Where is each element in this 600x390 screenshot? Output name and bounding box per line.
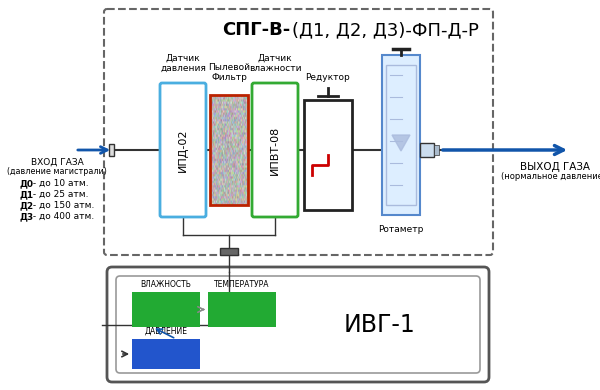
Text: СПГ-В-: СПГ-В- bbox=[222, 21, 290, 39]
Text: ТЕМПЕРАТУРА: ТЕМПЕРАТУРА bbox=[214, 280, 270, 289]
Text: (давление магистрали): (давление магистрали) bbox=[7, 167, 107, 176]
Text: Датчик
давления: Датчик давления bbox=[160, 53, 206, 73]
Text: Редуктор: Редуктор bbox=[305, 73, 350, 82]
Text: - до 10 атм.: - до 10 атм. bbox=[30, 179, 89, 188]
Text: - до 150 атм.: - до 150 атм. bbox=[30, 201, 94, 210]
Bar bbox=[434, 145, 439, 155]
Text: (Д1, Д2, Д3)-ФП-Д-Р: (Д1, Д2, Д3)-ФП-Д-Р bbox=[292, 21, 479, 39]
Bar bbox=[386, 65, 416, 205]
FancyBboxPatch shape bbox=[252, 83, 298, 217]
Polygon shape bbox=[392, 135, 410, 151]
Text: (нормальное давление ): (нормальное давление ) bbox=[501, 172, 600, 181]
Bar bbox=[420, 143, 434, 157]
Bar bbox=[132, 339, 200, 369]
Text: ВЫХОД ГАЗА: ВЫХОД ГАЗА bbox=[520, 162, 590, 172]
Text: Д0: Д0 bbox=[20, 179, 34, 188]
Text: ИПД-02: ИПД-02 bbox=[178, 128, 188, 172]
Bar bbox=[109, 144, 114, 156]
FancyBboxPatch shape bbox=[116, 276, 480, 373]
Bar bbox=[220, 248, 238, 255]
Text: Ротаметр: Ротаметр bbox=[379, 225, 424, 234]
Text: Пылевой
Фильтр: Пылевой Фильтр bbox=[208, 63, 250, 82]
Text: Д3: Д3 bbox=[20, 212, 34, 221]
Text: Д2: Д2 bbox=[20, 201, 34, 210]
Text: - до 400 атм.: - до 400 атм. bbox=[30, 212, 94, 221]
Bar bbox=[210, 95, 248, 205]
Text: ИВГ-1: ИВГ-1 bbox=[344, 312, 416, 337]
Text: ДАВЛЕНИЕ: ДАВЛЕНИЕ bbox=[145, 327, 187, 336]
Text: Датчик
влажности: Датчик влажности bbox=[249, 53, 301, 73]
Bar bbox=[208, 292, 276, 327]
Text: - до 25 атм.: - до 25 атм. bbox=[30, 190, 89, 199]
Text: ВХОД ГАЗА: ВХОД ГАЗА bbox=[31, 158, 83, 167]
FancyBboxPatch shape bbox=[107, 267, 489, 382]
Bar bbox=[382, 55, 420, 215]
Text: ВЛАЖНОСТЬ: ВЛАЖНОСТЬ bbox=[140, 280, 191, 289]
FancyBboxPatch shape bbox=[160, 83, 206, 217]
Text: ИПВТ-08: ИПВТ-08 bbox=[270, 125, 280, 175]
Bar bbox=[304, 100, 352, 210]
Text: Д1: Д1 bbox=[20, 190, 34, 199]
Bar bbox=[132, 292, 200, 327]
